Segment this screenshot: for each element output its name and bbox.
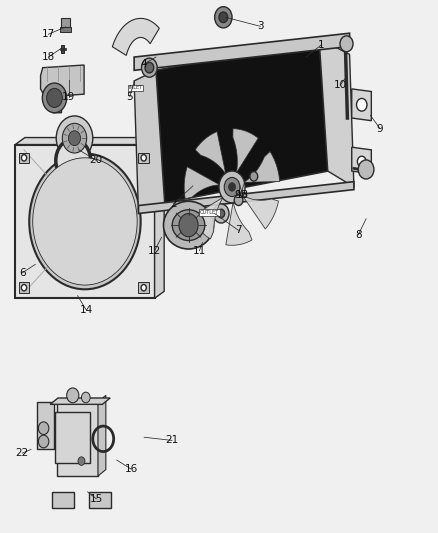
Circle shape: [81, 392, 90, 403]
Polygon shape: [352, 147, 371, 174]
Text: 3: 3: [257, 21, 264, 31]
Text: 22: 22: [16, 448, 29, 458]
Polygon shape: [138, 152, 149, 163]
Circle shape: [141, 155, 146, 161]
Text: 11: 11: [193, 246, 206, 256]
Polygon shape: [50, 398, 110, 405]
Text: 9b: 9b: [234, 190, 247, 200]
Polygon shape: [61, 45, 64, 53]
Text: INLET: INLET: [128, 85, 142, 90]
Polygon shape: [19, 152, 29, 163]
Circle shape: [68, 131, 81, 146]
Polygon shape: [226, 202, 252, 245]
Circle shape: [141, 58, 157, 77]
Circle shape: [39, 422, 49, 434]
Polygon shape: [195, 132, 226, 174]
Polygon shape: [60, 27, 71, 32]
Circle shape: [357, 156, 366, 167]
Polygon shape: [45, 66, 82, 81]
Circle shape: [56, 139, 91, 182]
Polygon shape: [15, 144, 155, 298]
Polygon shape: [155, 138, 164, 298]
Text: 13: 13: [237, 190, 250, 200]
Text: 19: 19: [62, 92, 75, 102]
Polygon shape: [41, 65, 84, 97]
Circle shape: [39, 435, 49, 448]
Circle shape: [219, 171, 245, 203]
Circle shape: [218, 209, 225, 217]
Polygon shape: [134, 70, 165, 214]
Text: 15: 15: [90, 494, 103, 504]
Polygon shape: [60, 48, 66, 50]
Circle shape: [357, 99, 367, 111]
Circle shape: [62, 123, 87, 153]
Circle shape: [229, 183, 236, 191]
Text: 5: 5: [127, 92, 133, 102]
Text: 17: 17: [42, 29, 55, 39]
Polygon shape: [191, 197, 223, 239]
Text: OUTLET: OUTLET: [200, 210, 219, 215]
Circle shape: [213, 204, 229, 223]
Ellipse shape: [172, 210, 205, 240]
Circle shape: [234, 195, 243, 206]
Polygon shape: [113, 18, 159, 55]
Circle shape: [250, 172, 258, 181]
Polygon shape: [60, 18, 70, 28]
Circle shape: [56, 116, 93, 160]
Circle shape: [21, 155, 27, 161]
Polygon shape: [233, 128, 258, 173]
Polygon shape: [138, 282, 149, 293]
Circle shape: [141, 285, 146, 291]
Text: 16: 16: [124, 464, 138, 474]
Circle shape: [224, 177, 240, 197]
Polygon shape: [98, 395, 106, 476]
Circle shape: [67, 388, 79, 403]
Circle shape: [179, 214, 198, 237]
Polygon shape: [156, 38, 328, 203]
Text: 4: 4: [141, 59, 148, 69]
Circle shape: [29, 154, 141, 289]
Circle shape: [42, 83, 67, 113]
Polygon shape: [57, 402, 98, 476]
Text: 20: 20: [90, 156, 103, 165]
Ellipse shape: [163, 201, 214, 249]
Text: 10: 10: [333, 80, 346, 90]
Circle shape: [358, 160, 374, 179]
Circle shape: [219, 12, 228, 22]
Polygon shape: [352, 89, 371, 120]
Text: 7: 7: [235, 225, 242, 236]
Text: 18: 18: [42, 52, 55, 62]
Polygon shape: [242, 195, 279, 229]
Text: 9: 9: [377, 124, 383, 134]
Polygon shape: [15, 138, 164, 144]
Polygon shape: [244, 151, 280, 182]
Circle shape: [21, 285, 27, 291]
Polygon shape: [319, 38, 354, 187]
Text: 2: 2: [170, 199, 177, 209]
Polygon shape: [138, 182, 354, 214]
Polygon shape: [89, 492, 111, 508]
Circle shape: [33, 158, 137, 285]
Polygon shape: [37, 402, 54, 449]
Text: 1: 1: [318, 40, 325, 50]
Circle shape: [145, 62, 154, 73]
Text: 6: 6: [19, 268, 25, 278]
Text: 8: 8: [355, 230, 362, 240]
Polygon shape: [19, 282, 29, 293]
Polygon shape: [184, 167, 220, 199]
Polygon shape: [53, 78, 62, 113]
Polygon shape: [52, 492, 74, 508]
Circle shape: [59, 143, 87, 177]
Circle shape: [78, 457, 85, 465]
Circle shape: [47, 88, 62, 108]
Polygon shape: [134, 33, 350, 70]
Text: 21: 21: [166, 435, 179, 446]
Text: 12: 12: [148, 246, 161, 256]
Text: 14: 14: [80, 305, 93, 315]
Polygon shape: [55, 413, 90, 463]
Circle shape: [215, 7, 232, 28]
Circle shape: [340, 36, 353, 52]
